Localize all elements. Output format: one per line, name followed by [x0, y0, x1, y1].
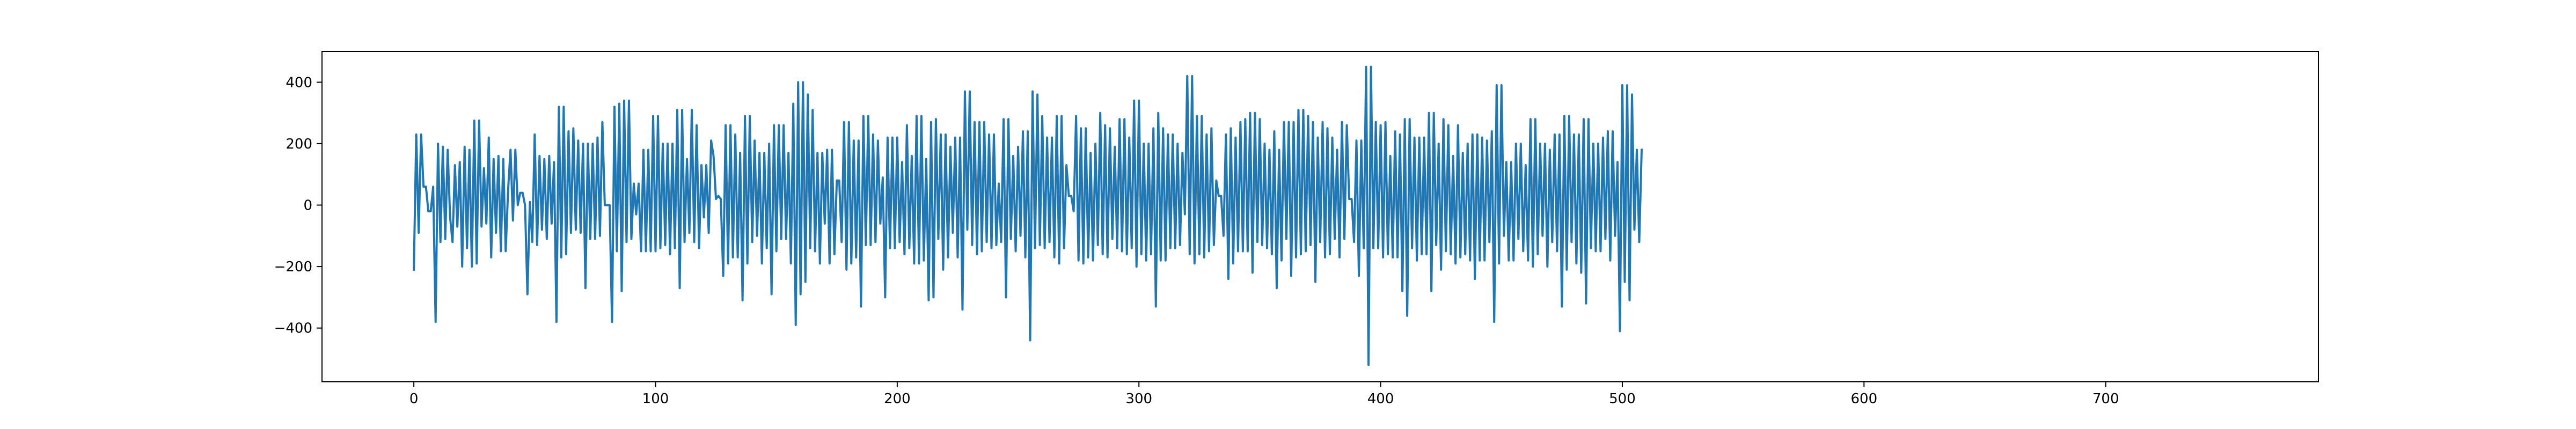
- x-tick-label: 0: [409, 391, 419, 407]
- y-tick-label: 0: [303, 198, 312, 214]
- y-tick-label: −200: [274, 259, 312, 275]
- plot-area: [413, 65, 1643, 366]
- y-tick-label: 400: [286, 75, 312, 91]
- axes-frame: [321, 51, 2319, 382]
- x-tick-label: 700: [2092, 391, 2119, 407]
- axes: 0 100 200 300 400 500 600 700 −400 −200 0 200 400: [274, 51, 2319, 407]
- x-tick-label: 400: [1367, 391, 1394, 407]
- y-tick-label: 200: [286, 136, 312, 152]
- series-line-0: [413, 65, 1643, 366]
- x-tick-label: 100: [642, 391, 669, 407]
- y-tick-label: −400: [274, 321, 312, 337]
- x-tick-label: 300: [1125, 391, 1152, 407]
- x-tick-label: 500: [1609, 391, 1636, 407]
- x-tick-label: 200: [884, 391, 911, 407]
- x-tick-label: 600: [1850, 391, 1877, 407]
